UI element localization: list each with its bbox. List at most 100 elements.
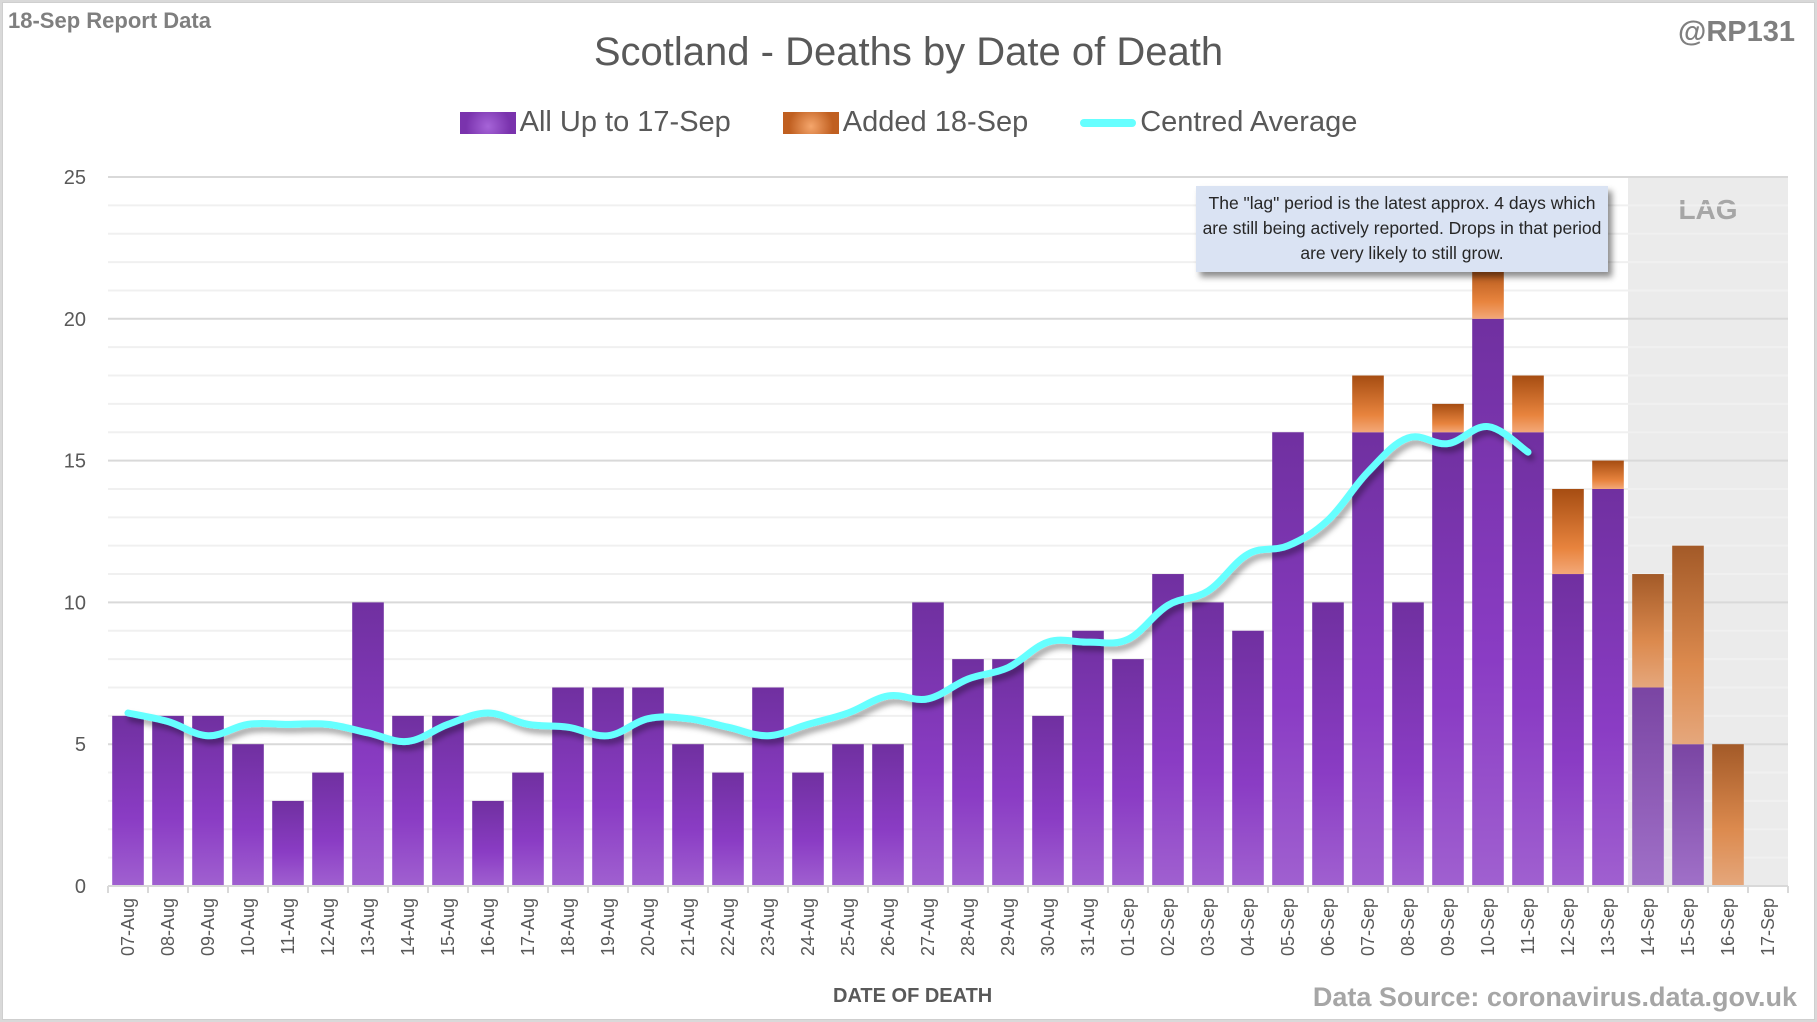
average-line-path: [124, 423, 1532, 746]
bar-existing: [1192, 602, 1224, 886]
x-tick-label: 01-Sep: [1118, 898, 1138, 956]
x-tick-label: 14-Aug: [398, 898, 418, 956]
x-tick-label: 13-Aug: [358, 898, 378, 956]
bar-added: [1512, 375, 1544, 433]
x-axis-title: DATE OF DEATH: [833, 985, 993, 1007]
lag-annotation-box: The "lag" period is the latest approx. 4…: [1196, 186, 1608, 272]
x-tick-label: 16-Sep: [1718, 898, 1738, 956]
legend-label-existing: All Up to 17-Sep: [519, 106, 731, 138]
y-tick-label: 10: [64, 592, 86, 614]
bar-existing: [432, 715, 464, 886]
x-tick-label: 08-Aug: [158, 898, 178, 956]
x-tick-label: 17-Aug: [518, 898, 538, 956]
x-tick-label: 12-Aug: [318, 898, 338, 956]
y-tick-label: 20: [64, 309, 86, 331]
bar-existing: [1072, 630, 1104, 886]
bar-existing: [552, 687, 584, 886]
x-tick-label: 07-Sep: [1358, 898, 1378, 956]
x-tick-label: 26-Aug: [878, 898, 898, 956]
bar-existing: [1512, 432, 1544, 886]
x-tick-label: 28-Aug: [958, 898, 978, 956]
bar-existing: [952, 659, 984, 886]
legend-swatch-average: [1080, 118, 1137, 127]
x-tick-label: 29-Aug: [998, 898, 1018, 956]
bar-existing: [1632, 687, 1664, 886]
legend-label-added: Added 18-Sep: [842, 106, 1029, 138]
y-tick-label: 15: [64, 451, 86, 473]
x-tick-label: 14-Sep: [1638, 898, 1658, 956]
bar-existing: [872, 744, 904, 886]
bar-existing: [112, 715, 144, 886]
x-tick-label: 05-Sep: [1278, 898, 1298, 956]
gridlines: [108, 176, 1788, 859]
x-tick-label: 15-Aug: [438, 898, 458, 956]
x-tick-label: 02-Sep: [1158, 898, 1178, 956]
bar-existing: [912, 602, 944, 886]
bar-existing: [832, 744, 864, 886]
bar-existing: [792, 772, 824, 886]
bar-existing: [352, 602, 384, 886]
bar-existing: [1672, 744, 1704, 886]
bar-existing: [1232, 630, 1264, 886]
legend-item-average: Centred Average: [1080, 106, 1357, 139]
x-tick-label: 27-Aug: [918, 898, 938, 956]
legend-item-added: Added 18-Sep: [782, 106, 1029, 139]
legend: All Up to 17-Sep Added 18-Sep Centred Av…: [0, 106, 1817, 139]
data-source: Data Source: coronavirus.data.gov.uk: [1312, 982, 1797, 1012]
bar-existing: [1352, 432, 1384, 886]
bar-existing: [712, 772, 744, 886]
x-tick-label: 24-Aug: [798, 898, 818, 956]
bar-added: [1712, 744, 1744, 886]
x-tick-label: 18-Aug: [558, 898, 578, 956]
legend-swatch-existing: [459, 111, 516, 134]
bar-added: [1592, 460, 1624, 489]
bar-existing: [1432, 432, 1464, 886]
bar-existing: [1032, 715, 1064, 886]
x-tick-label: 11-Aug: [278, 898, 298, 955]
x-tick-label: 16-Aug: [478, 898, 498, 956]
x-tick-label: 25-Aug: [838, 898, 858, 956]
bar-existing: [1592, 488, 1624, 886]
y-tick-label: 5: [75, 734, 86, 756]
bar-existing: [1112, 659, 1144, 886]
bar-existing: [512, 772, 544, 886]
bar-existing: [592, 687, 624, 886]
x-tick-label: 09-Aug: [198, 898, 218, 956]
y-tick-label: 25: [64, 167, 86, 189]
x-tick-label: 04-Sep: [1238, 898, 1258, 956]
x-tick-label: 13-Sep: [1598, 898, 1618, 956]
x-tick-label: 20-Aug: [638, 898, 658, 956]
x-tick-label: 21-Aug: [678, 898, 698, 956]
bar-added: [1632, 574, 1664, 688]
bar-existing: [1152, 574, 1184, 886]
bar-existing: [1392, 602, 1424, 886]
bar-existing: [992, 659, 1024, 886]
x-tick-label: 11-Sep: [1518, 898, 1538, 955]
bar-added: [1672, 545, 1704, 745]
lag-label: LAG: [1678, 194, 1737, 225]
bar-existing: [272, 800, 304, 886]
x-tick-label: 15-Sep: [1678, 898, 1698, 956]
x-tick-label: 08-Sep: [1398, 898, 1418, 956]
x-tick-label: 10-Sep: [1478, 898, 1498, 956]
legend-label-average: Centred Average: [1140, 106, 1358, 138]
bar-existing: [192, 715, 224, 886]
bar-existing: [472, 800, 504, 886]
x-tick-label: 30-Aug: [1038, 898, 1058, 956]
bar-existing: [1312, 602, 1344, 886]
report-date-label: 18-Sep Report Data: [8, 8, 211, 33]
x-tick-label: 19-Aug: [598, 898, 618, 956]
x-tick-label: 31-Aug: [1078, 898, 1098, 956]
x-tick-label: 22-Aug: [718, 898, 738, 956]
bar-existing: [1472, 318, 1504, 886]
bar-existing: [152, 715, 184, 886]
bar-existing: [312, 772, 344, 886]
axes: 0 5 10 15 20 25 07-Aug 08-Aug 09-Aug 10-Aug 11-Aug…: [64, 167, 1789, 956]
x-tick-label: 10-Aug: [238, 898, 258, 956]
bar-existing: [752, 687, 784, 886]
bar-added: [1552, 488, 1584, 575]
x-tick-label: 17-Sep: [1758, 898, 1778, 956]
x-tick-label: 23-Aug: [758, 898, 778, 956]
author-handle: @RP131: [1678, 16, 1795, 48]
